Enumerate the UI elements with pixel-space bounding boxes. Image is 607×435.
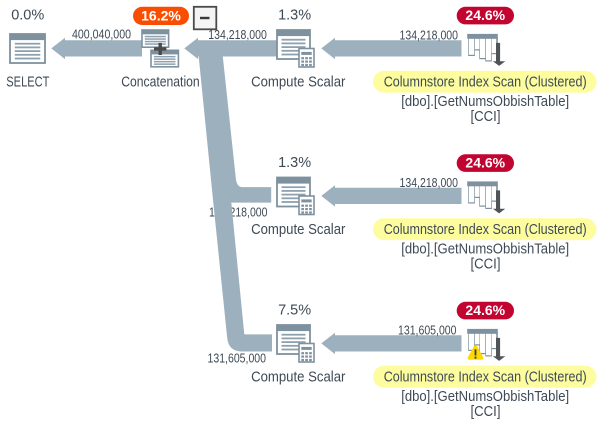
svg-text:1.3%: 1.3% [278, 8, 311, 24]
svg-text:1.3%: 1.3% [278, 155, 311, 171]
svg-text:Concatenation: Concatenation [121, 74, 200, 91]
svg-text:Compute Scalar: Compute Scalar [251, 74, 345, 91]
svg-text:Compute Scalar: Compute Scalar [251, 369, 345, 386]
svg-text:134,218,000: 134,218,000 [400, 27, 459, 42]
svg-text:131,605,000: 131,605,000 [208, 351, 267, 366]
svg-text:7.5%: 7.5% [278, 303, 311, 319]
svg-text:Compute Scalar: Compute Scalar [251, 221, 345, 238]
svg-text:134,218,000: 134,218,000 [208, 27, 266, 42]
svg-text:400,040,000: 400,040,000 [72, 27, 131, 42]
svg-text:134,218,000: 134,218,000 [400, 175, 459, 190]
svg-text:131,605,000: 131,605,000 [398, 322, 457, 337]
svg-text:16.2%: 16.2% [141, 8, 181, 24]
svg-text:0.0%: 0.0% [11, 8, 44, 24]
svg-text:SELECT: SELECT [6, 74, 49, 91]
